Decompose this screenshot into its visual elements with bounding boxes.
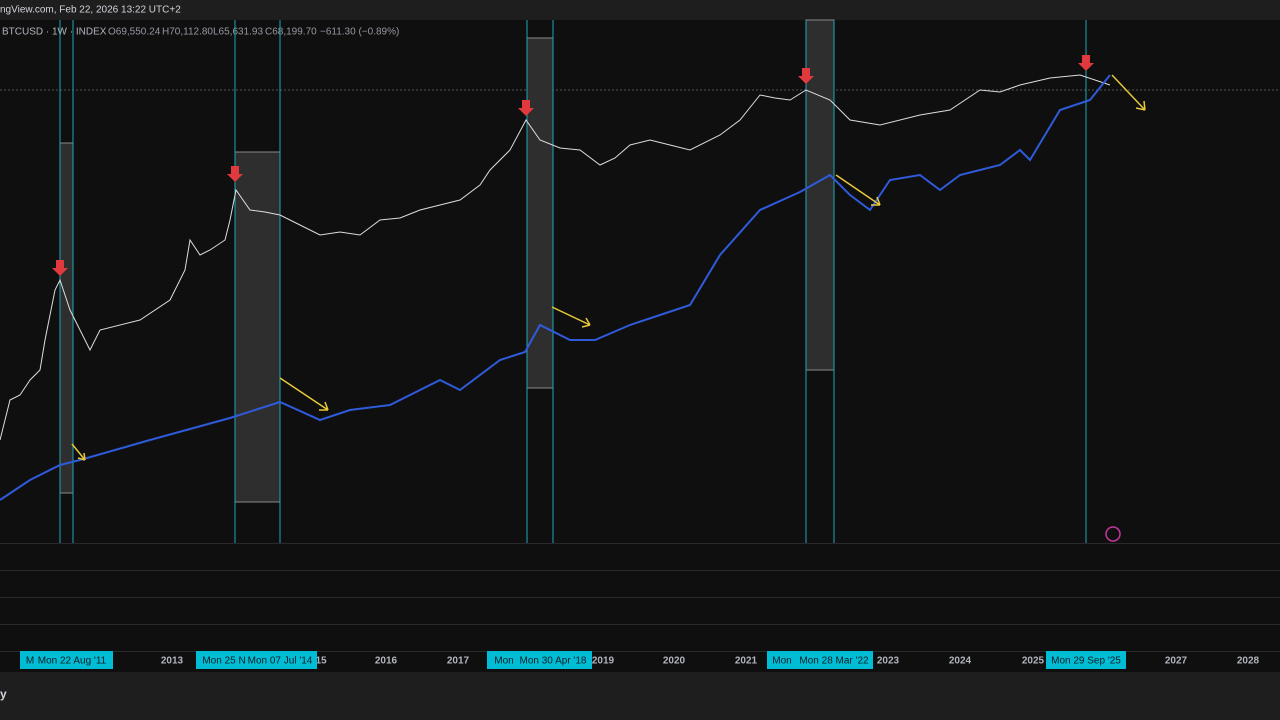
time-label: 2023 (877, 656, 900, 667)
vlines (59, 20, 1087, 543)
legend: BTCUSD · 1W · INDEX O69,550.24 H70,112.8… (2, 27, 399, 38)
highlight-label: Mon 30 Apr '18 (520, 656, 587, 667)
highlight-label: Mon 28 Mar '22 (799, 656, 869, 667)
time-label: 2016 (375, 656, 398, 667)
box (805, 19, 835, 371)
symbol: BTCUSD · 1W · INDEX (2, 27, 107, 38)
highlight-label: Mon 25 N (202, 656, 245, 667)
indicator-series (0, 74, 1111, 501)
pane-lines (0, 543, 1280, 652)
yellow-arrows (71, 74, 1146, 461)
time-label: 2020 (663, 656, 686, 667)
change: −611.30 (−0.89%) (320, 27, 399, 38)
boxes (59, 19, 835, 503)
time-label: 2025 (1022, 656, 1045, 667)
box (59, 142, 74, 494)
highlight-label: Mon (772, 656, 791, 667)
time-label: 2027 (1165, 656, 1188, 667)
time-label: 2021 (735, 656, 758, 667)
close: C68,199.70 (265, 27, 317, 38)
highlight-label: M (26, 656, 34, 667)
high: H70,112.80 (162, 27, 213, 38)
price-series (0, 74, 1111, 441)
top-bar (0, 0, 1280, 20)
highlight-label: Mon (494, 656, 513, 667)
red-arrows (52, 55, 1094, 276)
box (526, 37, 554, 389)
time-label: 15 (315, 656, 327, 667)
footer-text: y (0, 687, 7, 701)
highlight-label: Mon 22 Aug '11 (38, 656, 107, 667)
time-axis: 2013 15 2016 2017 2019 2020 2021 2023 20… (161, 656, 1260, 667)
time-label: 2024 (949, 656, 972, 667)
highlight-boxes (20, 651, 1126, 669)
alert-icon[interactable] (1105, 526, 1121, 542)
time-label: 2013 (161, 656, 184, 667)
time-label: 2019 (592, 656, 615, 667)
open: O69,550.24 (108, 27, 161, 38)
time-label: 2017 (447, 656, 470, 667)
header-text: ngView.com, Feb 22, 2026 13:22 UTC+2 (0, 5, 181, 16)
time-label: 2028 (1237, 656, 1260, 667)
box (234, 151, 281, 503)
highlight-label: Mon 07 Jul '14 (248, 656, 313, 667)
highlight-label: Mon 29 Sep '25 (1051, 656, 1121, 667)
bottom-bar (0, 672, 1280, 720)
low: L65,631.93 (213, 27, 263, 38)
